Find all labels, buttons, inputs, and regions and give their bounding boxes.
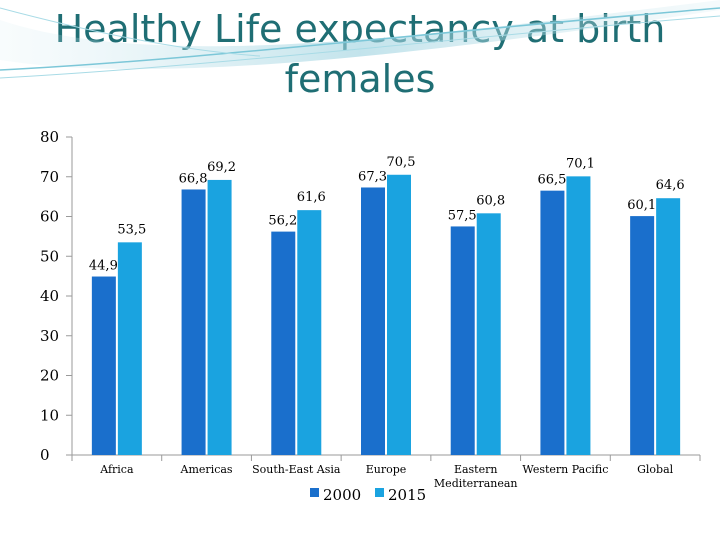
y-tick-label: 70: [40, 168, 59, 186]
chart-axes: 0 10 20 30 40 50 60 70 80 Africa Americas South-Eas…: [40, 128, 701, 490]
x-category-label: Americas: [180, 463, 233, 476]
legend-label-2015: 2015: [388, 486, 426, 504]
data-label-2015: 70,1: [566, 156, 595, 171]
data-label-2000: 56,2: [268, 214, 297, 229]
data-label-2015: 61,6: [297, 190, 326, 205]
y-tick-label: 80: [40, 128, 59, 146]
x-category-label: South-East Asia: [252, 463, 341, 476]
legend-swatch-2015: [375, 488, 384, 497]
y-tick-label: 20: [40, 367, 59, 385]
bar-2015: [656, 198, 681, 455]
bar-2000: [540, 190, 565, 455]
data-label-2000: 67,3: [358, 169, 387, 184]
data-label-2000: 44,9: [89, 259, 118, 274]
chart-legend: 2000 2015: [310, 486, 426, 504]
y-tick-label: 30: [40, 327, 59, 345]
x-category-label: Eastern Mediterranean: [434, 463, 518, 490]
data-label-2015: 64,6: [656, 178, 685, 193]
bar-2000: [91, 276, 116, 455]
data-label-2000: 57,5: [448, 208, 477, 223]
bar-2015: [566, 176, 591, 456]
chart-bars: [91, 174, 681, 456]
chart-data-labels: 44,9 53,5 66,869,2 56,261,6 67,370,5 57,560,8…: [89, 155, 685, 274]
bar-2000: [271, 231, 296, 455]
bar-2000: [630, 216, 655, 455]
bar-2000: [181, 189, 206, 455]
y-tick-label: 10: [40, 406, 59, 424]
bar-2015: [297, 210, 322, 455]
bar-2000: [450, 226, 475, 455]
bar-2015: [387, 174, 411, 455]
x-category-label: Europe: [366, 463, 407, 476]
bar-2015: [207, 179, 232, 455]
y-tick-label: 50: [40, 247, 59, 265]
legend-swatch-2000: [310, 488, 319, 497]
legend-label-2000: 2000: [323, 486, 361, 504]
y-tick-label: 0: [40, 446, 50, 464]
x-category-label: Western Pacific: [522, 463, 608, 476]
y-tick-label: 60: [40, 208, 59, 226]
bar-2000: [361, 187, 385, 456]
data-label-2015: 69,2: [207, 160, 236, 175]
data-label-2015: 70,5: [387, 155, 416, 170]
x-category-label: Global: [637, 463, 674, 476]
data-label-2000: 66,5: [537, 173, 566, 188]
data-label-2015: 60,8: [476, 193, 505, 208]
bar-2015: [117, 242, 142, 455]
decorative-swoosh: [0, 0, 720, 79]
data-label-2000: 66,8: [179, 171, 208, 186]
bar-2015: [476, 213, 501, 455]
y-tick-label: 40: [40, 287, 59, 305]
data-label-2015: 53,5: [117, 222, 146, 237]
data-label-2000: 60,1: [627, 198, 656, 213]
title-line-2: females: [284, 57, 436, 101]
x-category-label: Africa: [99, 463, 134, 476]
